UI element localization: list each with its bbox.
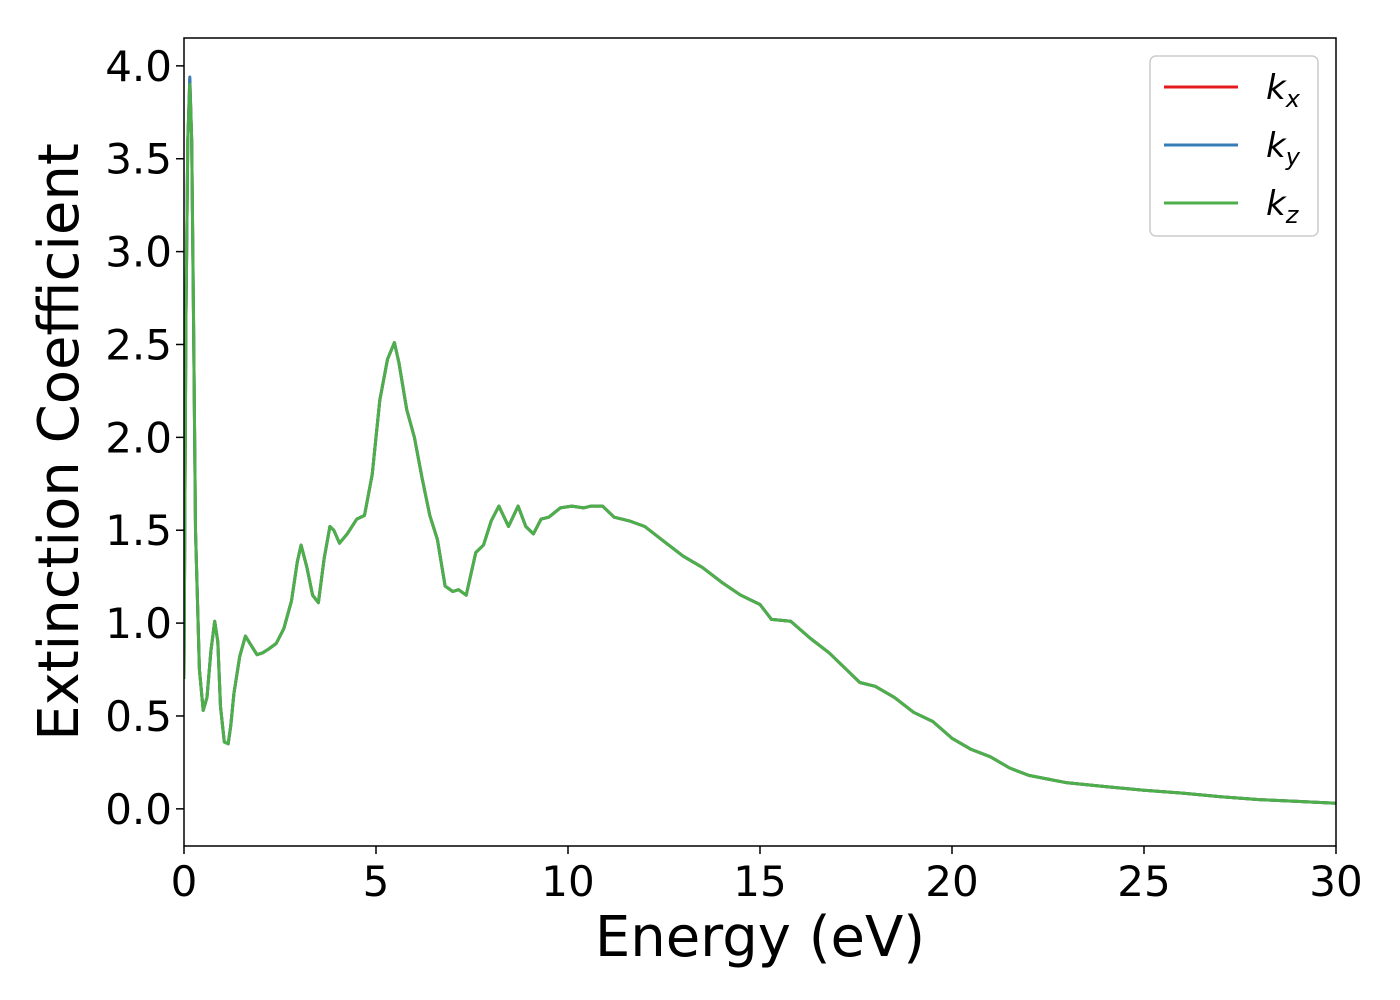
y-tick-label: 3.5 — [105, 135, 172, 184]
series-layer — [184, 75, 1336, 805]
x-tick-label: 30 — [1309, 857, 1362, 906]
y-tick-label: 2.0 — [105, 413, 172, 462]
y-tick-label: 2.5 — [105, 320, 172, 369]
legend-label-y: ky — [1266, 126, 1301, 171]
y-tick-label: 1.0 — [105, 599, 172, 648]
y-tick-label: 0.0 — [105, 785, 172, 834]
x-tick-label: 15 — [733, 857, 786, 906]
x-axis-label: Energy (eV) — [595, 905, 925, 970]
y-tick-label: 1.5 — [105, 506, 172, 555]
legend-label-x: kx — [1266, 68, 1301, 113]
legend: kx ky kz — [1149, 55, 1319, 237]
y-tick-label: 0.5 — [105, 692, 172, 741]
y-tick-label: 3.0 — [105, 228, 172, 277]
y-axis-label: Extinction Coefficient — [27, 143, 92, 741]
x-tick-label: 25 — [1117, 857, 1170, 906]
y-axis-ticks: 0.0 0.5 1.0 1.5 2.0 2.5 3.0 3.5 4.0 — [105, 42, 184, 834]
x-tick-label: 20 — [925, 857, 978, 906]
series-line-z — [184, 82, 1336, 805]
x-tick-label: 0 — [171, 857, 198, 906]
legend-label-z: kz — [1266, 184, 1300, 229]
y-tick-label: 4.0 — [105, 42, 172, 91]
x-tick-label: 10 — [541, 857, 594, 906]
x-tick-label: 5 — [363, 857, 390, 906]
x-axis-ticks: 0 5 10 15 20 25 30 — [171, 846, 1363, 906]
